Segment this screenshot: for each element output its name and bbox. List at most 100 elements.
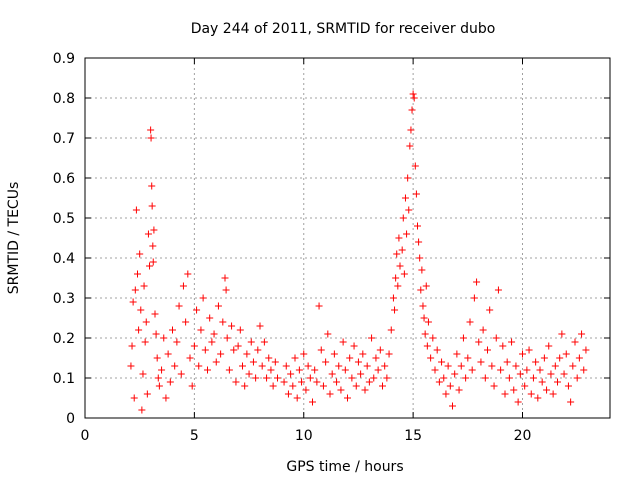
data-point	[409, 90, 417, 98]
data-point	[497, 366, 505, 374]
data-point	[396, 262, 404, 270]
x-tick-label: 10	[295, 428, 313, 444]
data-point	[134, 270, 141, 278]
data-point	[543, 386, 551, 394]
data-point	[199, 294, 207, 302]
data-point	[556, 354, 564, 362]
data-point	[177, 370, 185, 378]
data-point	[352, 382, 360, 390]
data-point	[567, 398, 575, 406]
data-point	[554, 378, 561, 386]
data-point	[361, 386, 369, 394]
data-point	[475, 338, 483, 346]
data-point	[330, 350, 338, 358]
data-point	[470, 294, 478, 302]
data-point	[306, 374, 314, 382]
data-point	[395, 234, 403, 242]
y-tick-label: 0	[66, 411, 75, 427]
data-point	[391, 306, 399, 314]
data-point	[128, 342, 136, 350]
data-point	[254, 346, 262, 354]
data-point	[223, 334, 231, 342]
data-point	[147, 126, 155, 134]
data-point	[271, 358, 279, 366]
data-point	[230, 346, 238, 354]
data-point	[241, 382, 249, 390]
data-point	[545, 342, 553, 350]
x-tick-label: 20	[514, 428, 532, 444]
data-point	[484, 346, 491, 354]
y-tick-label: 0.3	[53, 291, 75, 307]
data-point	[442, 390, 450, 398]
data-point	[431, 366, 439, 374]
data-point	[473, 278, 481, 286]
data-point	[523, 366, 531, 374]
data-point	[440, 374, 448, 382]
data-point	[398, 246, 406, 254]
data-point	[309, 398, 316, 406]
data-point	[169, 326, 176, 334]
data-point	[131, 286, 139, 294]
data-point	[451, 370, 459, 378]
data-point	[152, 330, 160, 338]
data-point	[138, 406, 146, 414]
data-point	[141, 338, 149, 346]
data-point	[298, 378, 306, 386]
data-point	[274, 374, 281, 382]
data-point	[457, 362, 465, 370]
data-point	[529, 374, 537, 382]
data-point	[252, 374, 260, 382]
data-point	[503, 358, 511, 366]
data-point	[580, 366, 588, 374]
data-point	[404, 174, 412, 182]
data-point	[393, 250, 401, 258]
data-point	[214, 302, 222, 310]
data-point	[536, 366, 544, 374]
data-point	[258, 362, 266, 370]
data-point	[149, 242, 157, 250]
data-point	[201, 346, 209, 354]
data-point	[444, 362, 452, 370]
data-point	[532, 358, 540, 366]
data-point	[130, 394, 138, 402]
data-point	[403, 230, 411, 238]
data-point	[155, 382, 163, 390]
data-point	[521, 382, 529, 390]
data-point	[401, 194, 409, 202]
data-point	[389, 294, 397, 302]
data-point	[249, 358, 257, 366]
data-point	[394, 282, 402, 290]
data-point	[582, 346, 590, 354]
x-axis-label: GPS time / hours	[286, 459, 403, 475]
data-point	[527, 390, 535, 398]
data-point	[427, 354, 435, 362]
data-point	[357, 370, 365, 378]
data-point	[208, 338, 216, 346]
data-point	[376, 346, 384, 354]
data-point	[337, 386, 345, 394]
data-point	[501, 390, 509, 398]
y-axis-label: SRMTID / TECUs	[6, 182, 22, 295]
data-point	[197, 326, 205, 334]
data-point	[175, 302, 183, 310]
data-point	[140, 282, 148, 290]
data-point	[324, 330, 332, 338]
data-point	[363, 362, 371, 370]
data-point	[280, 378, 288, 386]
data-point	[289, 382, 297, 390]
data-point	[146, 262, 154, 270]
data-point	[348, 374, 356, 382]
data-point	[538, 378, 546, 386]
data-point	[153, 354, 161, 362]
data-point	[284, 390, 292, 398]
data-point	[302, 386, 310, 394]
data-point	[300, 350, 308, 358]
data-point	[405, 206, 413, 214]
data-point	[370, 374, 378, 382]
data-point	[422, 282, 430, 290]
data-point	[139, 370, 147, 378]
data-point	[547, 370, 555, 378]
data-point	[573, 374, 581, 382]
data-point	[449, 402, 456, 410]
data-point	[514, 398, 522, 406]
